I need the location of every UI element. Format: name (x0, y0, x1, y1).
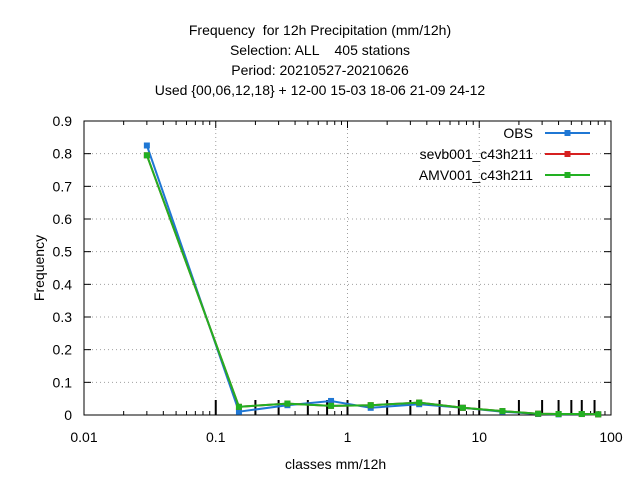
series-line-2 (145, 154, 599, 416)
chart-title: Frequency for 12h Precipitation (mm/12h)… (0, 20, 640, 100)
series-2-point (416, 399, 423, 406)
x-tick-label: 0.1 (206, 429, 226, 445)
legend-marker-2 (564, 172, 571, 178)
series-2-point (328, 402, 335, 409)
y-tick-label: 0.6 (53, 211, 73, 227)
series-2-point (235, 403, 242, 410)
x-tick-label: 10 (471, 429, 487, 445)
x-tick-label: 100 (599, 429, 623, 445)
series-2-point (367, 402, 374, 409)
legend-label-1: sevb001_c43h211 (420, 146, 534, 162)
title-line-4: Used {00,06,12,18} + 12-00 15-03 18-06 2… (154, 82, 486, 98)
y-tick-label: 0.4 (53, 276, 73, 292)
y-tick-label: 0.2 (53, 342, 73, 358)
series-2-point (499, 408, 506, 415)
series-0-point (143, 142, 150, 149)
legend-marker-0 (564, 130, 571, 136)
series-line-0 (145, 145, 599, 416)
title-line-1: Frequency for 12h Precipitation (mm/12h) (188, 22, 452, 38)
legend-label-2: AMV001_c43h211 (419, 167, 533, 183)
series-0-point (328, 397, 335, 404)
x-tick-label: 1 (344, 429, 352, 445)
y-tick-label: 0.9 (53, 113, 73, 129)
x-axis-label: classes mm/12h (285, 456, 387, 472)
series-2-point (578, 411, 585, 418)
series-2-point (595, 411, 602, 418)
y-tick-label: 0.1 (53, 374, 73, 390)
title-line-3: Period: 20210527-20210626 (231, 62, 409, 78)
title-line-2: Selection: ALL 405 stations (229, 42, 411, 58)
y-tick-label: 0 (64, 407, 72, 423)
y-tick-label: 0.7 (53, 178, 73, 194)
y-tick-label: 0.3 (53, 309, 73, 325)
series-0-point (235, 408, 242, 415)
y-tick-label: 0.5 (53, 244, 73, 260)
legend-marker-1 (564, 151, 571, 157)
series-2-point (459, 404, 466, 411)
x-tick-label: 0.01 (70, 429, 97, 445)
series-2-point (535, 410, 542, 417)
series-2-point (143, 152, 150, 159)
series-2-point (284, 400, 291, 407)
y-tick-label: 0.8 (53, 146, 73, 162)
legend-label-0: OBS (503, 125, 533, 141)
y-axis-label: Frequency (31, 234, 48, 302)
series-2-point (555, 411, 562, 418)
